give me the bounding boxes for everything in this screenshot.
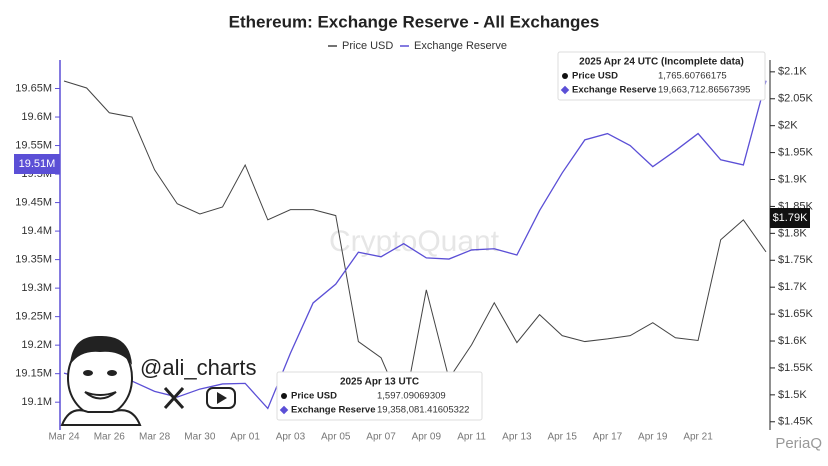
handle: @ali_charts — [140, 355, 257, 380]
left-badge: 19.51M — [19, 158, 56, 170]
y2-tick-label: $1.75K — [778, 254, 814, 266]
tooltip-name: Exchange Reserve — [572, 85, 657, 96]
tooltip-dot — [281, 393, 287, 399]
x-tick-label: Apr 05 — [321, 432, 351, 443]
y-tick-label: 19.6M — [21, 111, 52, 123]
tooltip-diamond — [279, 405, 289, 415]
x-logo — [163, 386, 185, 410]
y2-tick-label: $1.7K — [778, 281, 807, 293]
y2-tick-label: $1.6K — [778, 335, 807, 347]
right-badge: $1.79K — [773, 212, 809, 224]
tooltip-value: 1,765.60766175 — [658, 71, 727, 82]
youtube-logo — [206, 387, 236, 409]
y-tick-label: 19.65M — [15, 82, 52, 94]
tooltip-box — [557, 51, 766, 101]
y-tick-label: 19.4M — [21, 225, 52, 237]
watermark: CryptoQuant — [329, 225, 500, 258]
tooltip-date: 2025 Apr 13 UTC — [340, 377, 419, 388]
y2-tick-label: $2.1K — [778, 66, 807, 78]
plot: 19.1M 19.15M 19.2M 19.25M 19.3M 19.35M 19.4M 19… — [15, 60, 814, 443]
tooltip-value: 19,358,081.41605322 — [377, 405, 469, 416]
y-tick-label: 19.55M — [15, 139, 52, 151]
tooltip-name: Price USD — [572, 71, 618, 82]
y2-tick-label: $1.8K — [778, 227, 807, 239]
x-tick-label: Apr 03 — [276, 432, 306, 443]
y-tick-label: 19.3M — [21, 282, 52, 294]
y2-tick-label: $1.5K — [778, 389, 807, 401]
tooltip-date: 2025 Apr 24 UTC (Incomplete data) — [579, 57, 744, 68]
y2-tick-label: $1.9K — [778, 173, 807, 185]
left-badge-box — [14, 154, 60, 174]
y-tick-label: 19.2M — [21, 339, 52, 351]
y2-tick-label: $1.45K — [778, 416, 814, 428]
y2-tick-label: $2.05K — [778, 93, 814, 105]
x-tick-label: Apr 13 — [502, 432, 532, 443]
x-tick-label: Mar 24 — [48, 432, 80, 443]
tooltip-box — [276, 371, 483, 421]
tooltip-name: Price USD — [291, 391, 337, 402]
x-tick-label: Mar 30 — [184, 432, 216, 443]
x-tick-label: Apr 07 — [366, 432, 396, 443]
y2-tick-label: $2K — [778, 120, 798, 132]
corner-mark: PeriaQ — [775, 435, 822, 452]
series-line — [63, 80, 767, 412]
y2-tick-label: $1.55K — [778, 362, 814, 374]
y-tick-label: 19.1M — [21, 396, 52, 408]
tooltip-name: Exchange Reserve — [291, 405, 376, 416]
avatar — [60, 335, 142, 426]
x-tick-label: Apr 19 — [638, 432, 668, 443]
y2-tick-label: $1.95K — [778, 147, 814, 159]
right-badge-box — [770, 208, 810, 228]
chart-title: Ethereum: Exchange Reserve - All Exchang… — [229, 12, 600, 31]
y-tick-label: 19.25M — [15, 311, 52, 323]
x-tick-label: Mar 26 — [94, 432, 126, 443]
x-tick-label: Apr 11 — [457, 432, 486, 443]
x-tick-label: Apr 15 — [547, 432, 577, 443]
tooltip-value: 1,597.09069309 — [377, 391, 446, 402]
x-tick-label: Apr 01 — [230, 432, 260, 443]
tooltip-dot — [562, 73, 568, 79]
x-tick-label: Apr 17 — [593, 432, 623, 443]
series-line — [63, 80, 767, 410]
y-tick-label: 19.15M — [15, 368, 52, 380]
legend-label: Exchange Reserve — [414, 40, 507, 52]
y-tick-label: 19.35M — [15, 254, 52, 266]
tooltip-value: 19,663,712.86567395 — [658, 85, 750, 96]
y2-tick-label: $1.65K — [778, 308, 814, 320]
x-tick-label: Apr 09 — [412, 432, 442, 443]
y-tick-label: 19.45M — [15, 196, 52, 208]
x-tick-label: Mar 28 — [139, 432, 171, 443]
x-tick-label: Apr 21 — [683, 432, 713, 443]
legend-label: Price USD — [342, 40, 393, 52]
